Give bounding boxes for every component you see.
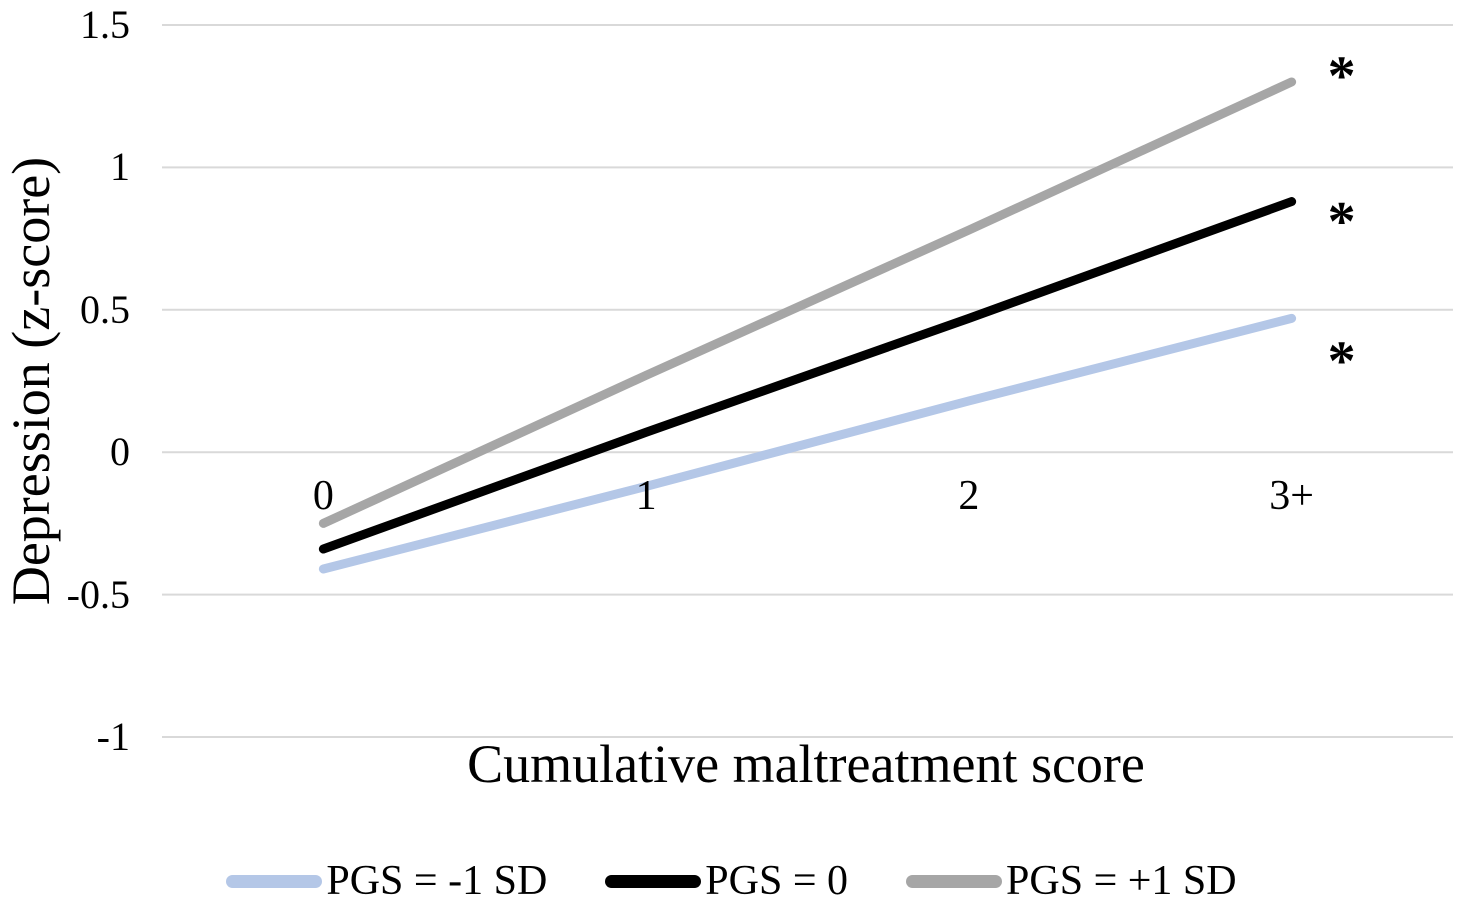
significance-asterisk: * (1328, 331, 1356, 393)
x-axis-category-label: 0 (312, 473, 334, 520)
series-line-pgs-+1-sd (318, 77, 1297, 528)
significance-asterisk: * (1328, 191, 1356, 253)
legend-swatch-black-line-icon (605, 874, 702, 888)
x-axis-title: Cumulative maltreatment score (467, 734, 1145, 794)
y-axis-title: Depression (z-score) (1, 156, 61, 606)
legend-label: PGS = -1 SD (326, 858, 548, 904)
series-line-pgs-0 (318, 197, 1297, 554)
x-axis-category-label: 3+ (1269, 473, 1314, 520)
y-axis-tick-label: 1.5 (80, 2, 130, 47)
x-axis-category-label: 1 (635, 473, 657, 520)
legend-item-pgs-0: PGS = 0 (605, 857, 848, 905)
chart-legend: PGS = -1 SD PGS = 0 PGS = +1 SD (0, 857, 1463, 905)
legend-item-pgs-plus1sd: PGS = +1 SD (906, 857, 1237, 905)
legend-label: PGS = 0 (705, 858, 849, 904)
x-axis-category-label: 2 (958, 473, 980, 520)
y-axis-tick-label: 1 (110, 144, 130, 190)
legend-label: PGS = +1 SD (1006, 858, 1237, 904)
y-axis-tick-label: 0.5 (80, 286, 130, 332)
legend-swatch-blue-line-icon (226, 874, 323, 888)
y-axis-tick-label: -0.5 (66, 571, 130, 617)
significance-asterisk: * (1328, 46, 1356, 108)
y-axis-tick-label: 0 (110, 429, 130, 475)
legend-item-pgs-minus1sd: PGS = -1 SD (226, 857, 547, 905)
series-line-pgs--1-sd (318, 313, 1297, 574)
legend-swatch-gray-line-icon (906, 874, 1003, 888)
y-axis-tick-label: -1 (96, 714, 130, 759)
